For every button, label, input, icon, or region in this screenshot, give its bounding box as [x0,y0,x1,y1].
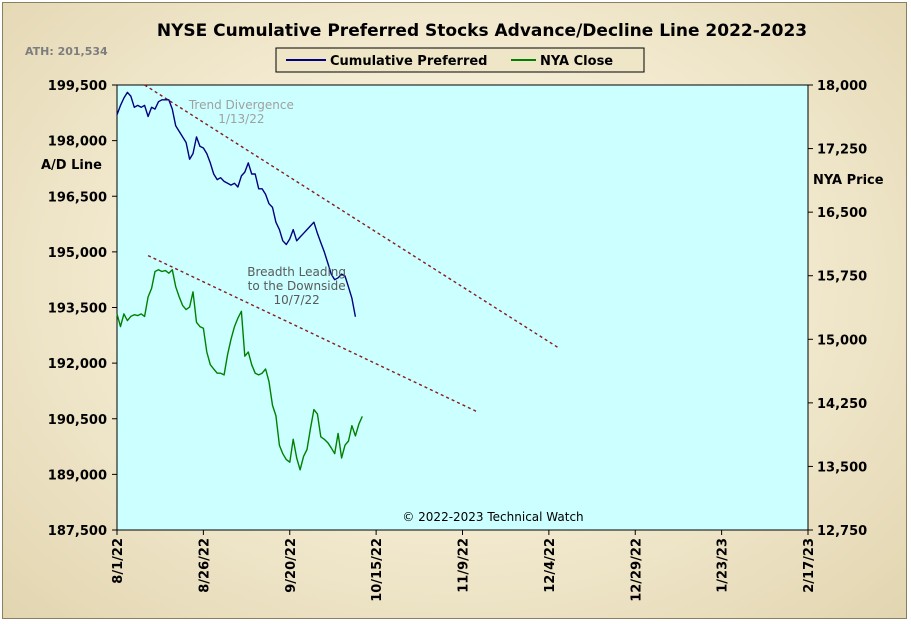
annotation-text: 10/7/22 [274,293,320,307]
left-tick-label: 199,500 [48,79,107,94]
annotation-text: to the Downside [248,279,346,293]
x-tick-label: 8/26/22 [197,538,212,593]
right-axis-ticks: 18,000 17,250 16,500 15,750 15,000 14,250 13,5… [808,79,867,539]
x-axis-ticks: 8/1/22 8/26/22 9/20/22 10/15/22 11/9/22 12/4/… [111,530,817,602]
right-tick-label: 13,500 [817,460,867,475]
series-lines [116,91,363,471]
trendlines [144,84,560,412]
left-tick-label: 198,000 [48,135,107,150]
right-tick-label: 16,500 [817,206,867,221]
x-tick-label: 10/15/22 [370,538,385,602]
chart-title: NYSE Cumulative Preferred Stocks Advance… [157,21,807,41]
trendline [144,84,560,349]
copyright-text: © 2022-2023 Technical Watch [402,510,583,524]
x-tick-label: 12/29/22 [629,538,644,602]
x-tick-label: 11/9/22 [457,538,472,593]
x-tick-label: 8/1/22 [111,538,126,584]
annotation-text: 1/13/22 [218,112,264,126]
right-tick-label: 12,750 [817,524,867,539]
left-tick-label: 192,000 [48,357,107,372]
right-tick-label: 15,000 [817,333,867,348]
right-tick-label: 14,250 [817,397,867,412]
series-line-cumulative-preferred [116,91,357,317]
chart-svg: NYSE Cumulative Preferred Stocks Advance… [25,21,884,602]
right-axis-label: NYA Price [813,173,884,188]
annotation-text: Trend Divergence [188,98,294,112]
right-tick-label: 17,250 [817,143,867,158]
left-axis-ticks: 199,500 198,000 196,500 195,000 193,500 192,0… [48,79,117,539]
trendline [147,254,477,412]
x-tick-label: 12/4/22 [543,538,558,593]
left-tick-label: 193,500 [48,302,107,317]
left-tick-label: 195,000 [48,246,107,261]
x-tick-label: 2/17/23 [802,538,817,593]
x-tick-label: 1/23/23 [716,538,731,593]
series-line-nya-close [116,269,363,471]
x-tick-label: 9/20/22 [284,538,299,593]
left-tick-label: 190,500 [48,413,107,428]
legend-label-cumulative-preferred: Cumulative Preferred [330,54,488,69]
right-tick-label: 15,750 [817,270,867,285]
legend: Cumulative Preferred NYA Close [275,47,645,73]
left-tick-label: 189,000 [48,468,107,483]
left-axis-label: A/D Line [41,158,102,173]
legend-box [275,47,645,73]
left-tick-label: 187,500 [48,524,107,539]
legend-label-nya-close: NYA Close [540,54,613,69]
ath-label: ATH: 201,534 [25,45,108,58]
left-tick-label: 196,500 [48,190,107,205]
annotation-text: Breadth Leading [247,265,346,279]
plot-area [116,84,809,531]
right-tick-label: 18,000 [817,79,867,94]
